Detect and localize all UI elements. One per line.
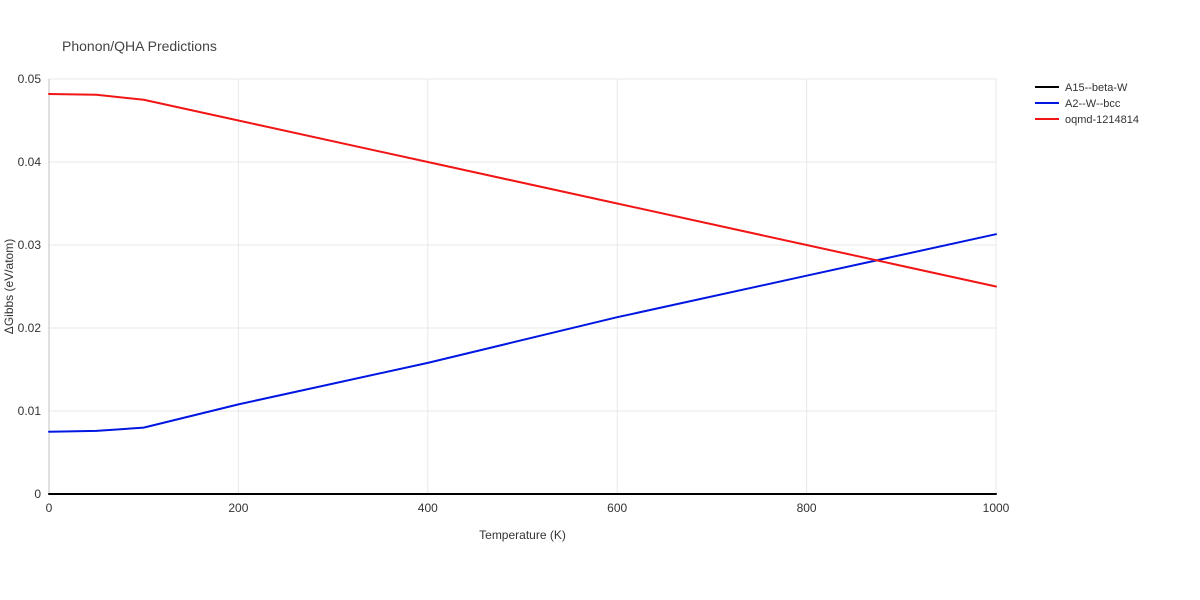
legend-label[interactable]: oqmd-1214814 xyxy=(1065,114,1139,126)
y-tick-label: 0.01 xyxy=(18,404,42,418)
plot-area xyxy=(49,79,996,494)
x-tick-label: 1000 xyxy=(983,501,1010,515)
x-tick-label: 600 xyxy=(607,501,627,515)
y-tick-label: 0.03 xyxy=(18,238,42,252)
y-axis-label: ΔGibbs (eV/atom) xyxy=(2,239,16,334)
legend-label[interactable]: A15--beta-W xyxy=(1065,82,1128,94)
chart-root: Phonon/QHA Predictions 0 200 400 600 800 1000… xyxy=(0,0,1200,600)
y-tick-label: 0.05 xyxy=(18,72,42,86)
legend-label[interactable]: A2--W--bcc xyxy=(1065,98,1121,110)
x-tick-label: 200 xyxy=(228,501,248,515)
chart-svg: 0 200 400 600 800 1000 0 0.01 0.02 0.03 0.04 0.05 Te… xyxy=(0,0,1200,600)
y-tick-label: 0.02 xyxy=(18,321,42,335)
x-tick-label: 0 xyxy=(46,501,53,515)
x-tick-label: 800 xyxy=(797,501,817,515)
y-tick-label: 0 xyxy=(34,487,41,501)
chart-title: Phonon/QHA Predictions xyxy=(62,38,217,54)
y-tick-label: 0.04 xyxy=(18,155,42,169)
x-tick-label: 400 xyxy=(418,501,438,515)
x-axis-label: Temperature (K) xyxy=(479,528,566,542)
